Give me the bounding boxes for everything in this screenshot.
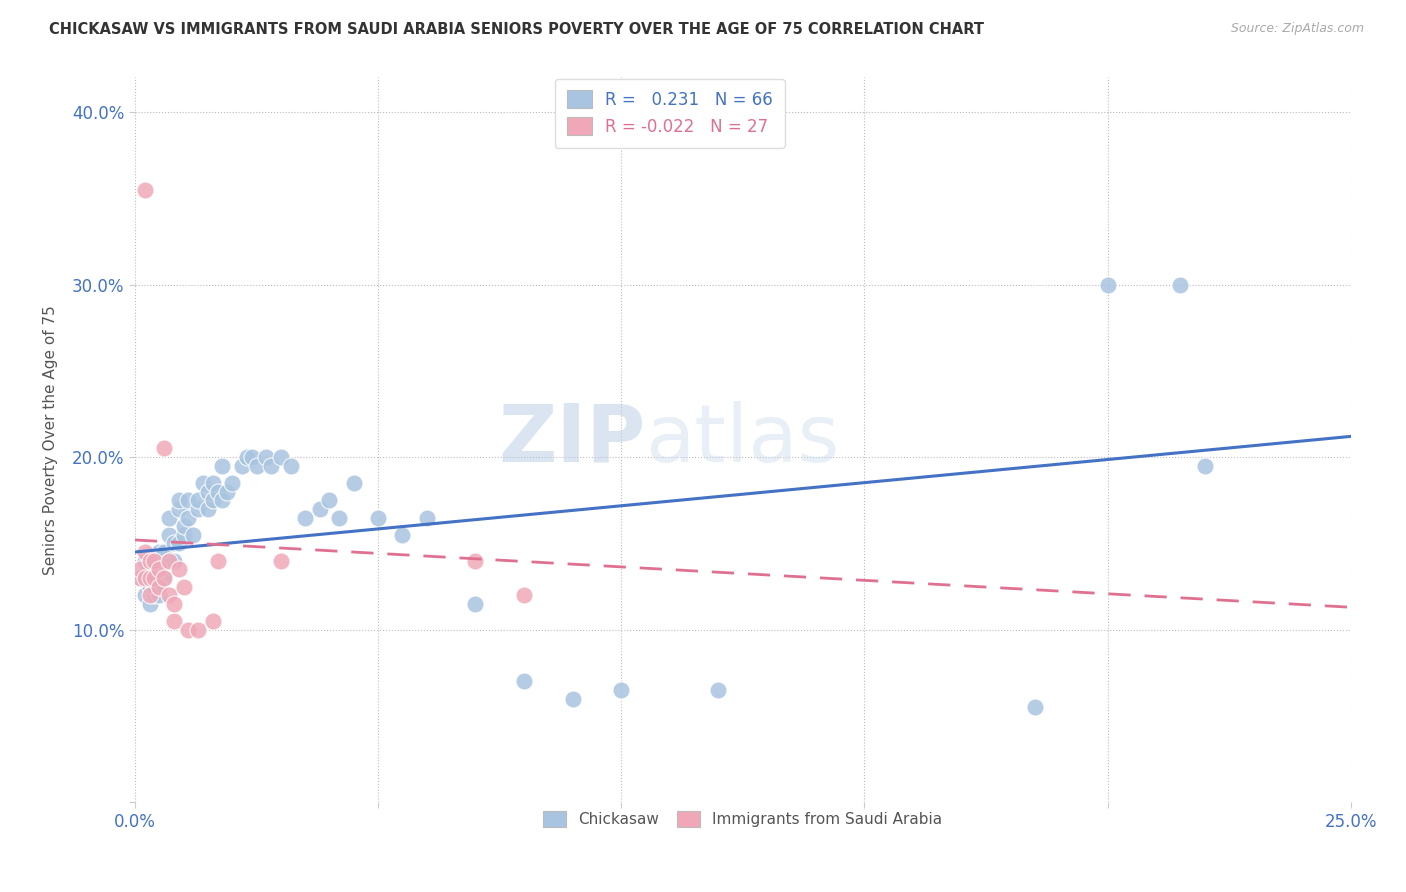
- Point: [280, 458, 302, 473]
- Point: [254, 450, 277, 464]
- Point: [157, 554, 180, 568]
- Point: [240, 450, 263, 464]
- Point: [201, 475, 224, 490]
- Point: [231, 458, 253, 473]
- Point: [236, 450, 259, 464]
- Point: [1194, 458, 1216, 473]
- Point: [134, 183, 156, 197]
- Point: [177, 493, 200, 508]
- Point: [173, 519, 195, 533]
- Text: atlas: atlas: [645, 401, 839, 479]
- Point: [187, 501, 209, 516]
- Point: [177, 510, 200, 524]
- Point: [143, 554, 166, 568]
- Point: [163, 554, 186, 568]
- Point: [148, 562, 170, 576]
- Point: [308, 501, 330, 516]
- Point: [134, 571, 156, 585]
- Point: [1024, 700, 1046, 714]
- Point: [197, 501, 219, 516]
- Point: [138, 571, 160, 585]
- Point: [143, 562, 166, 576]
- Point: [148, 554, 170, 568]
- Point: [167, 501, 190, 516]
- Point: [134, 545, 156, 559]
- Point: [201, 614, 224, 628]
- Point: [157, 510, 180, 524]
- Point: [157, 554, 180, 568]
- Point: [191, 475, 214, 490]
- Point: [153, 545, 176, 559]
- Point: [328, 510, 350, 524]
- Point: [561, 691, 583, 706]
- Point: [245, 458, 267, 473]
- Point: [187, 493, 209, 508]
- Point: [153, 571, 176, 585]
- Point: [148, 580, 170, 594]
- Point: [270, 554, 292, 568]
- Point: [138, 554, 160, 568]
- Point: [464, 597, 486, 611]
- Point: [163, 536, 186, 550]
- Point: [211, 458, 233, 473]
- Point: [167, 493, 190, 508]
- Point: [143, 580, 166, 594]
- Point: [610, 683, 633, 698]
- Point: [217, 484, 239, 499]
- Point: [138, 588, 160, 602]
- Point: [343, 475, 366, 490]
- Point: [138, 597, 160, 611]
- Point: [177, 623, 200, 637]
- Point: [513, 674, 536, 689]
- Y-axis label: Seniors Poverty Over the Age of 75: Seniors Poverty Over the Age of 75: [44, 305, 58, 574]
- Point: [1170, 277, 1192, 292]
- Text: ZIP: ZIP: [498, 401, 645, 479]
- Point: [148, 588, 170, 602]
- Point: [1097, 277, 1119, 292]
- Point: [128, 571, 150, 585]
- Point: [143, 571, 166, 585]
- Point: [167, 562, 190, 576]
- Text: CHICKASAW VS IMMIGRANTS FROM SAUDI ARABIA SENIORS POVERTY OVER THE AGE OF 75 COR: CHICKASAW VS IMMIGRANTS FROM SAUDI ARABI…: [49, 22, 984, 37]
- Point: [173, 580, 195, 594]
- Point: [128, 562, 150, 576]
- Point: [167, 536, 190, 550]
- Legend: Chickasaw, Immigrants from Saudi Arabia: Chickasaw, Immigrants from Saudi Arabia: [536, 803, 950, 835]
- Point: [197, 484, 219, 499]
- Point: [207, 484, 229, 499]
- Point: [148, 545, 170, 559]
- Point: [270, 450, 292, 464]
- Point: [138, 580, 160, 594]
- Point: [163, 614, 186, 628]
- Point: [148, 580, 170, 594]
- Point: [513, 588, 536, 602]
- Point: [163, 597, 186, 611]
- Point: [173, 528, 195, 542]
- Point: [143, 588, 166, 602]
- Point: [181, 528, 204, 542]
- Point: [707, 683, 730, 698]
- Point: [134, 554, 156, 568]
- Point: [464, 554, 486, 568]
- Point: [157, 528, 180, 542]
- Point: [128, 571, 150, 585]
- Point: [153, 571, 176, 585]
- Point: [367, 510, 389, 524]
- Point: [157, 588, 180, 602]
- Point: [187, 623, 209, 637]
- Point: [294, 510, 316, 524]
- Point: [391, 528, 413, 542]
- Point: [143, 571, 166, 585]
- Text: Source: ZipAtlas.com: Source: ZipAtlas.com: [1230, 22, 1364, 36]
- Point: [201, 493, 224, 508]
- Point: [415, 510, 437, 524]
- Point: [207, 554, 229, 568]
- Point: [211, 493, 233, 508]
- Point: [138, 571, 160, 585]
- Point: [134, 588, 156, 602]
- Point: [221, 475, 243, 490]
- Point: [318, 493, 340, 508]
- Point: [153, 442, 176, 456]
- Point: [260, 458, 283, 473]
